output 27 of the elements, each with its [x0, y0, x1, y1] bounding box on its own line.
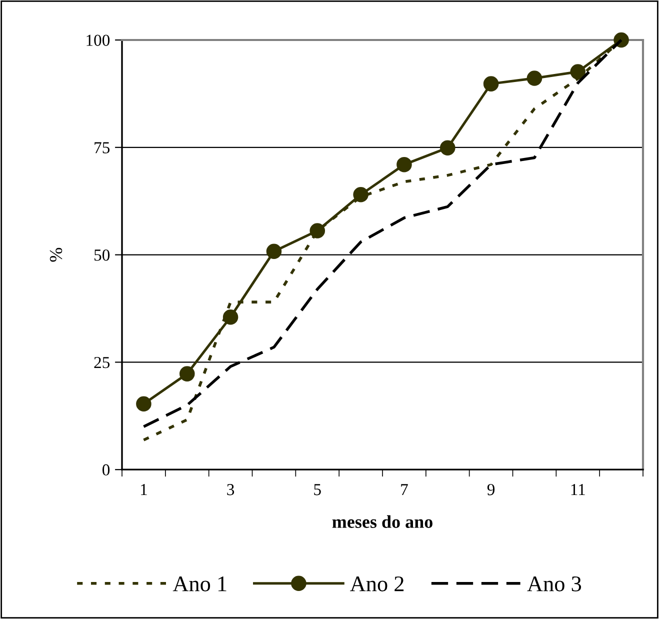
point — [440, 140, 456, 156]
x-tick-label: 9 — [487, 484, 495, 496]
point — [222, 309, 238, 325]
x-tick-label: 11 — [571, 484, 585, 496]
x-tick-label: 5 — [314, 484, 321, 496]
point — [179, 366, 195, 382]
y-tick-label: 50 — [94, 250, 110, 261]
point — [310, 223, 326, 238]
x-tick-label: 1 — [141, 484, 147, 496]
legend-label: Ano 3 — [527, 576, 582, 592]
y-tick-label: 0 — [102, 464, 110, 476]
point — [266, 244, 282, 260]
point — [526, 70, 542, 86]
y-axis-title: % — [50, 248, 62, 262]
x-tick-label: 3 — [227, 484, 234, 496]
point — [136, 396, 152, 412]
x-axis-title: meses do ano — [332, 515, 432, 528]
legend-label: Ano 2 — [350, 576, 404, 592]
y-tick-label: 100 — [86, 34, 110, 46]
point — [483, 76, 499, 92]
y-tick-label: 25 — [94, 356, 110, 368]
y-tick-label: 75 — [94, 142, 110, 154]
legend-label: Ano 1 — [172, 576, 226, 592]
point — [570, 64, 586, 80]
point — [396, 156, 412, 172]
x-tick-label: 7 — [401, 484, 408, 496]
point — [353, 187, 368, 202]
